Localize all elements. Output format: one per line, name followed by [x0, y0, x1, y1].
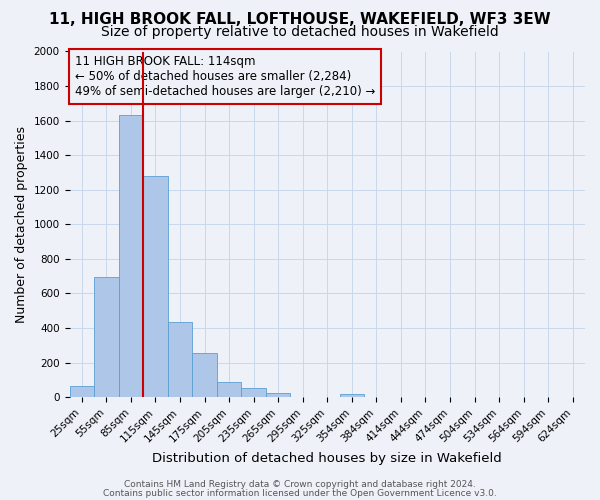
- Text: Contains HM Land Registry data © Crown copyright and database right 2024.: Contains HM Land Registry data © Crown c…: [124, 480, 476, 489]
- Bar: [119, 114, 143, 397]
- Text: Contains public sector information licensed under the Open Government Licence v3: Contains public sector information licen…: [103, 488, 497, 498]
- Bar: [70, 386, 94, 397]
- Bar: [340, 394, 364, 397]
- Bar: [266, 393, 290, 397]
- Text: 11, HIGH BROOK FALL, LOFTHOUSE, WAKEFIELD, WF3 3EW: 11, HIGH BROOK FALL, LOFTHOUSE, WAKEFIEL…: [49, 12, 551, 28]
- Bar: [217, 382, 241, 397]
- Bar: [168, 322, 192, 397]
- Text: Size of property relative to detached houses in Wakefield: Size of property relative to detached ho…: [101, 25, 499, 39]
- X-axis label: Distribution of detached houses by size in Wakefield: Distribution of detached houses by size …: [152, 452, 502, 465]
- Text: 11 HIGH BROOK FALL: 114sqm
← 50% of detached houses are smaller (2,284)
49% of s: 11 HIGH BROOK FALL: 114sqm ← 50% of deta…: [74, 55, 375, 98]
- Bar: [241, 388, 266, 397]
- Y-axis label: Number of detached properties: Number of detached properties: [15, 126, 28, 323]
- Bar: [94, 277, 119, 397]
- Bar: [192, 353, 217, 397]
- Bar: [143, 176, 168, 397]
